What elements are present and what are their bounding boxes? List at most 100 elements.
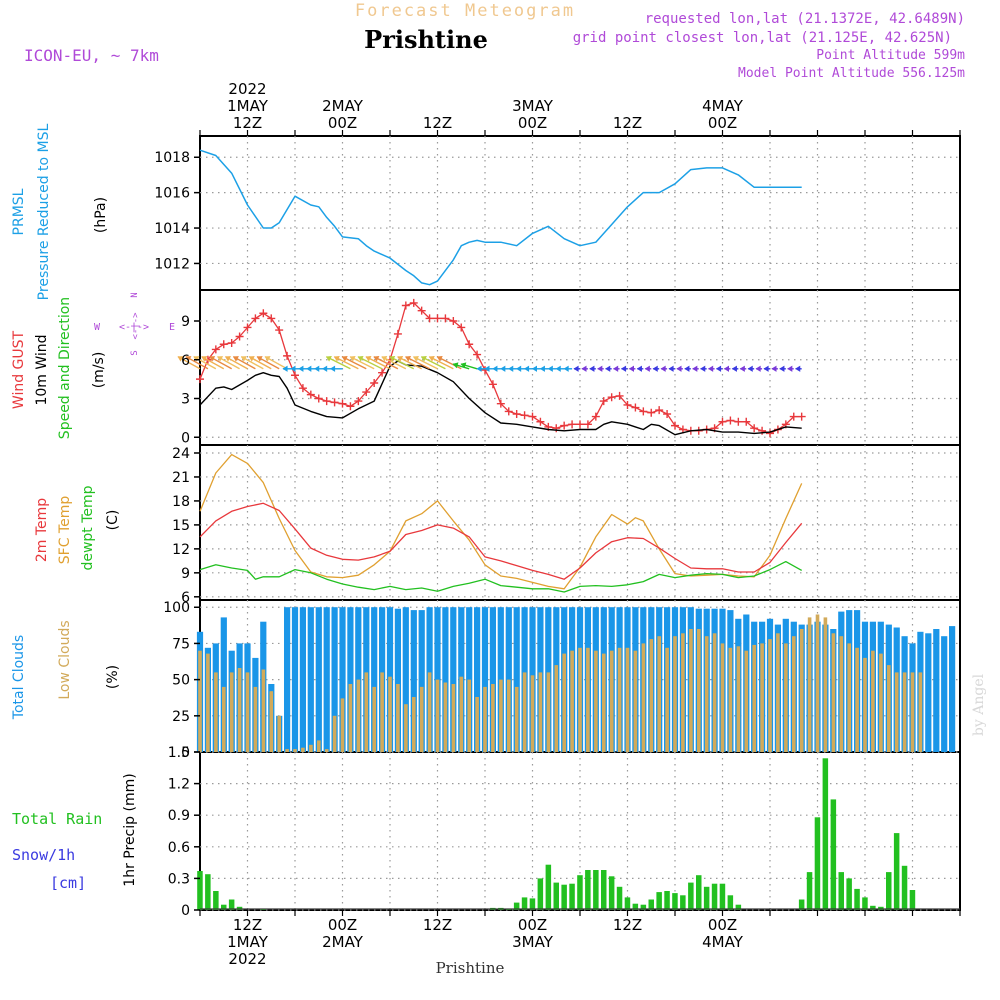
low-cloud-bar <box>435 679 440 752</box>
rain-bar <box>854 888 860 910</box>
gridlines <box>200 136 960 911</box>
rain-bar <box>616 886 623 910</box>
location-title: Prishtine <box>364 25 488 54</box>
grid-point-coords: grid point closest lon,lat (21.125E, 42.… <box>573 30 952 46</box>
total-cloud-bar <box>291 607 299 752</box>
wind-direction-arrow <box>676 365 683 372</box>
y-tick-label: 1014 <box>154 221 190 237</box>
y-tick-label: 0.9 <box>168 808 190 824</box>
wind-direction-arrow <box>652 365 660 372</box>
total-cloud-bar <box>402 607 409 752</box>
rain-bar <box>806 872 813 910</box>
pressure-panel-frame <box>199 135 961 291</box>
y-tick-label: 9 <box>181 314 190 330</box>
low-cloud-bar <box>475 697 479 752</box>
rain-bar <box>561 884 567 910</box>
low-cloud-bar <box>689 629 693 752</box>
wind-gust-marker <box>306 390 315 399</box>
wind-gust-marker <box>766 429 774 438</box>
wind-gust-marker <box>378 368 387 377</box>
wind-gust-marker <box>275 326 284 335</box>
rain-bar <box>585 870 591 910</box>
time-label-top: 00Z <box>708 114 737 132</box>
total-cloud-bar <box>949 626 956 752</box>
y-tick-label: 1012 <box>154 256 190 272</box>
model-label: ICON-EU, ~ 7km <box>24 46 159 65</box>
wind-gust-marker <box>560 421 569 430</box>
wind-direction-arrow <box>217 356 240 370</box>
wind-gust-marker <box>488 380 497 389</box>
y-tick-label: 18 <box>172 494 190 510</box>
time-label-bottom: 12Z <box>233 916 262 934</box>
wind-direction-arrow <box>389 356 415 370</box>
low-cloud-bar <box>324 749 329 752</box>
temp-unit: (C) <box>105 510 121 531</box>
wind-direction-arrow <box>555 365 565 372</box>
rain-bar <box>688 882 694 910</box>
wind-gust-marker <box>663 410 672 418</box>
rain-bar <box>703 886 710 910</box>
total-cloud-bar <box>323 607 330 752</box>
rain-bar <box>798 899 805 910</box>
low-cloud-bar <box>396 684 400 752</box>
low-cloud-bar <box>578 647 582 752</box>
low-cloud-bar <box>419 686 424 752</box>
wind-gust-marker <box>433 314 442 323</box>
credit-watermark: by Angel <box>971 673 987 736</box>
rain-bar <box>696 875 702 910</box>
wind-direction-arrow <box>232 356 256 370</box>
wind-direction-arrow <box>420 356 446 370</box>
wind-unit: (m/s) <box>91 352 107 389</box>
wind-gust-marker <box>639 407 648 416</box>
low-cloud-bar <box>586 647 590 752</box>
y-tick-label: 75 <box>172 636 190 652</box>
wind-direction-arrow <box>209 356 233 370</box>
low-cloud-bar <box>657 636 661 752</box>
rain-bar <box>569 883 575 910</box>
wind-gust-marker <box>465 340 474 349</box>
wind-direction-arrow <box>492 365 501 372</box>
low-cloud-bar <box>617 647 622 752</box>
rain-bar <box>545 864 552 910</box>
total-cloud-bar <box>371 607 378 752</box>
low-cloud-bar <box>855 647 859 752</box>
y-tick-label: 0 <box>181 903 190 919</box>
wind-gust-marker <box>734 417 743 426</box>
wind-direction-arrow <box>325 356 351 370</box>
y-axes: 1012101410161018036969121518212402550751… <box>154 150 200 919</box>
wind-direction-arrow <box>771 365 778 372</box>
wind-direction-arrow <box>723 365 731 372</box>
wind-direction-arrow <box>516 365 525 372</box>
low-cloud-bar <box>728 647 733 752</box>
low-cloud-bar <box>538 672 543 752</box>
wind-direction-arrow <box>795 365 802 372</box>
rain-bar <box>664 891 670 910</box>
compass-w: W <box>94 322 101 333</box>
rain-bar <box>624 897 631 910</box>
footer-location: Prishtine <box>436 959 505 977</box>
total-rain-label: Total Rain <box>12 810 102 828</box>
wind-direction-arrow <box>357 356 383 370</box>
low-cloud-bar <box>214 672 218 752</box>
wind-direction-arrow <box>264 356 288 370</box>
wind-direction-arrow <box>476 365 485 372</box>
temp-panel-labels: 2m Temp SFC Temp dewpt Temp (C) <box>34 485 121 570</box>
wind-gust-marker <box>591 412 600 421</box>
rain-bar <box>648 899 654 910</box>
total-cloud-bar <box>339 607 346 752</box>
low-cloud-bar <box>879 653 883 752</box>
y-tick-label: 24 <box>172 446 190 462</box>
wind-direction-arrow <box>747 365 755 372</box>
rain-bar <box>640 904 647 910</box>
low-cloud-bar <box>451 684 456 752</box>
low-cloud-bar <box>522 672 527 752</box>
total-cloud-bar <box>315 607 322 752</box>
wind-10m-label: 10m Wind <box>34 334 50 405</box>
time-label-top: 12Z <box>233 114 262 132</box>
y-tick-label: 1.2 <box>168 777 190 793</box>
wind-gust-marker <box>298 384 307 393</box>
wind-direction-arrow <box>636 365 644 372</box>
wind-gust-marker <box>615 391 624 400</box>
rain-bar <box>577 875 583 910</box>
